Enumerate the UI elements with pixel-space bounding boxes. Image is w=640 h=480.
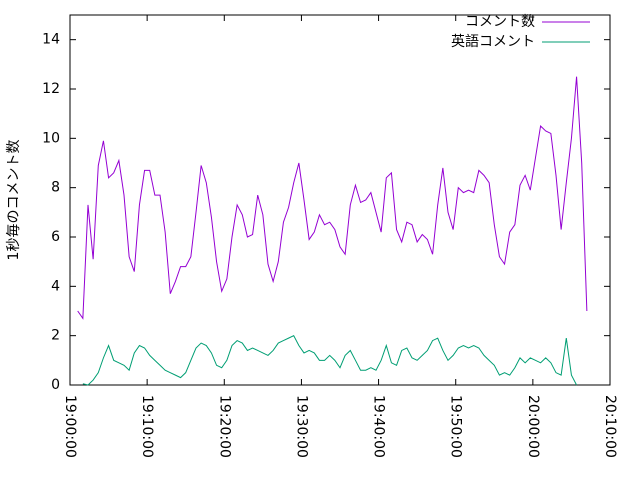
series-line — [82, 335, 578, 386]
y-tick-label: 2 — [51, 328, 60, 344]
x-tick-label: 19:10:00 — [139, 395, 155, 458]
y-axis-label: 1秒毎のコメント数 — [6, 140, 22, 261]
y-tick-label: 12 — [42, 81, 60, 97]
y-tick-label: 14 — [42, 32, 60, 48]
series-line — [77, 76, 588, 320]
y-tick-label: 4 — [51, 278, 60, 294]
legend-label: コメント数 — [465, 14, 535, 30]
y-tick-label: 0 — [51, 377, 60, 393]
legend-label: 英語コメント — [451, 33, 535, 50]
plot-frame — [69, 14, 611, 386]
x-tick-label: 19:50:00 — [448, 395, 464, 458]
x-tick-label: 19:30:00 — [293, 395, 309, 458]
x-tick-label: 19:20:00 — [216, 395, 232, 458]
x-tick-label: 20:10:00 — [602, 395, 618, 458]
y-tick-label: 8 — [51, 180, 60, 196]
y-tick-label: 10 — [42, 130, 60, 146]
x-tick-label: 19:00:00 — [62, 395, 78, 458]
x-tick-label: 20:00:00 — [525, 395, 541, 458]
x-tick-label: 19:40:00 — [371, 395, 387, 458]
y-tick-label: 6 — [51, 229, 60, 245]
